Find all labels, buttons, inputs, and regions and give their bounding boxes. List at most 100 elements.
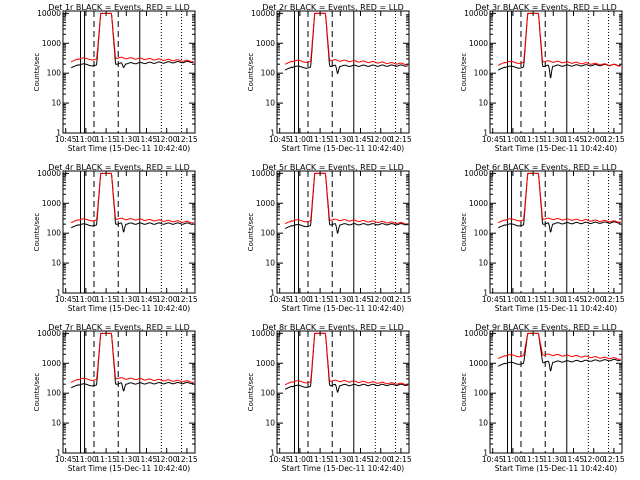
x-tick-label: 12:00	[370, 295, 392, 304]
x-tick-label: 11:00	[502, 295, 524, 304]
x-tick-label: 11:30	[115, 295, 137, 304]
plot-frame	[489, 170, 623, 294]
x-tick-label: 12:00	[156, 455, 178, 464]
y-tick-label: 1000	[42, 359, 61, 368]
plot-frame	[276, 170, 410, 294]
x-tick-label: 11:30	[542, 295, 564, 304]
x-tick-label: 12:00	[583, 295, 605, 304]
y-tick-label: 1000	[469, 199, 488, 208]
events-series-line	[70, 332, 194, 392]
x-tick-label: 11:15	[522, 135, 544, 144]
x-axis-label: Start Time (15-Dec-11 10:42:40)	[495, 144, 617, 153]
y-tick-label: 100	[474, 229, 489, 238]
x-tick-label: 10:45	[55, 295, 77, 304]
x-tick-label: 11:00	[75, 135, 97, 144]
panel-title: Det 2r BLACK = Events, RED = LLD	[262, 3, 404, 12]
y-tick-label: 10	[478, 259, 488, 268]
lld-series-line	[70, 332, 194, 383]
panel-title: Det 7r BLACK = Events, RED = LLD	[48, 323, 190, 332]
y-tick-label: 10000	[37, 169, 61, 178]
lld-series-line	[284, 12, 408, 66]
x-tick-label: 10:45	[55, 135, 77, 144]
x-tick-label: 12:00	[156, 295, 178, 304]
x-tick-label: 12:15	[390, 135, 412, 144]
x-tick-label: 11:45	[136, 295, 158, 304]
x-tick-label: 11:45	[136, 135, 158, 144]
plot-frame	[276, 330, 410, 454]
x-tick-label: 11:00	[289, 135, 311, 144]
x-tick-label: 11:15	[95, 135, 117, 144]
panel-title: Det 1r BLACK = Events, RED = LLD	[48, 3, 190, 12]
y-tick-label: 10	[51, 99, 61, 108]
detector-panel-8: 1 10 100 1000 10000 10:4511:0011:1511:3011:45…	[247, 323, 412, 473]
x-axis-label: Start Time (15-Dec-11 10:42:40)	[68, 144, 190, 153]
y-axis-label: Counts/sec	[460, 53, 468, 92]
y-tick-label: 10	[51, 419, 61, 428]
x-tick-label: 10:45	[482, 295, 504, 304]
x-tick-label: 11:15	[309, 135, 331, 144]
panel-title: Det 3r BLACK = Events, RED = LLD	[475, 3, 617, 12]
x-tick-label: 11:00	[289, 295, 311, 304]
y-tick-label: 10	[478, 419, 488, 428]
detector-panel-1: 1 10 100 1000 10000 10:4511:0011:1511:3011:45…	[33, 3, 198, 153]
y-tick-label: 100	[261, 229, 276, 238]
y-axis-label: Counts/sec	[247, 53, 255, 92]
y-tick-label: 10000	[464, 9, 488, 18]
y-tick-label: 1	[56, 449, 61, 458]
x-tick-label: 11:45	[350, 455, 372, 464]
detector-panel-5: 1 10 100 1000 10000 10:4511:0011:1511:3011:45…	[247, 163, 412, 313]
lld-series-line	[284, 332, 408, 386]
x-tick-label: 11:15	[95, 295, 117, 304]
x-tick-label: 12:15	[603, 135, 625, 144]
lld-series-line	[284, 172, 408, 225]
y-tick-label: 1	[483, 449, 488, 458]
x-tick-label: 11:15	[95, 455, 117, 464]
y-tick-label: 100	[474, 69, 489, 78]
x-tick-label: 11:45	[136, 455, 158, 464]
panel-title: Det 8r BLACK = Events, RED = LLD	[262, 323, 404, 332]
y-tick-label: 1000	[256, 199, 275, 208]
x-tick-label: 11:00	[75, 455, 97, 464]
y-axis-label: Counts/sec	[460, 213, 468, 252]
lld-series-line	[70, 12, 194, 63]
y-axis-label: Counts/sec	[33, 53, 41, 92]
x-tick-label: 11:30	[115, 135, 137, 144]
x-tick-label: 11:15	[309, 295, 331, 304]
y-tick-label: 100	[261, 69, 276, 78]
x-tick-label: 11:30	[329, 135, 351, 144]
y-tick-label: 100	[47, 229, 62, 238]
plot-frame	[62, 10, 196, 134]
x-tick-label: 12:15	[603, 295, 625, 304]
x-tick-label: 11:45	[350, 295, 372, 304]
x-axis-label: Start Time (15-Dec-11 10:42:40)	[282, 144, 404, 153]
x-axis-label: Start Time (15-Dec-11 10:42:40)	[282, 464, 404, 473]
x-tick-label: 11:45	[350, 135, 372, 144]
x-tick-label: 10:45	[269, 295, 291, 304]
x-tick-label: 10:45	[482, 135, 504, 144]
y-tick-label: 100	[47, 389, 62, 398]
x-axis-label: Start Time (15-Dec-11 10:42:40)	[68, 304, 190, 313]
y-axis-label: Counts/sec	[247, 213, 255, 252]
x-tick-label: 11:00	[289, 455, 311, 464]
y-axis-label: Counts/sec	[247, 373, 255, 412]
x-tick-label: 10:45	[269, 135, 291, 144]
y-tick-label: 100	[261, 389, 276, 398]
y-tick-label: 1000	[256, 359, 275, 368]
y-tick-label: 10000	[464, 169, 488, 178]
lld-series-line	[497, 332, 621, 360]
x-tick-label: 12:00	[156, 135, 178, 144]
y-tick-label: 1	[483, 289, 488, 298]
x-tick-label: 10:45	[269, 455, 291, 464]
x-tick-label: 11:30	[115, 455, 137, 464]
x-axis-label: Start Time (15-Dec-11 10:42:40)	[68, 464, 190, 473]
x-tick-label: 11:00	[75, 295, 97, 304]
events-series-line	[70, 12, 194, 69]
plot-frame	[62, 330, 196, 454]
x-tick-label: 10:45	[55, 455, 77, 464]
plot-frame	[489, 10, 623, 134]
detector-panel-2: 1 10 100 1000 10000 10:4511:0011:1511:3011:45…	[247, 3, 412, 153]
y-tick-label: 1	[270, 449, 275, 458]
events-series-line	[284, 12, 408, 75]
x-tick-label: 11:45	[563, 455, 585, 464]
detector-panel-4: 1 10 100 1000 10000 10:4511:0011:1511:3011:45…	[33, 163, 198, 313]
